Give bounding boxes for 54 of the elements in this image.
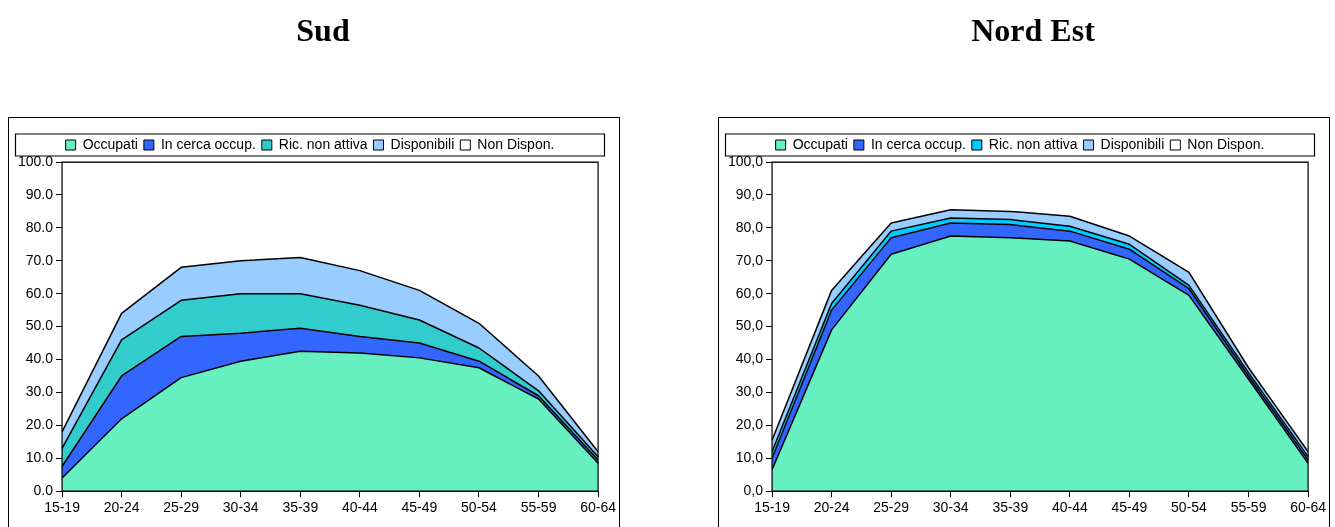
- x-tick-label: 50-54: [461, 499, 498, 516]
- y-tick-label: 100,0: [727, 152, 764, 169]
- x-tick-label: 20-24: [813, 499, 850, 516]
- chart-title: Nord Est: [970, 12, 1096, 49]
- y-tick-label: 40.0: [25, 350, 54, 367]
- x-tick-label: 35-39: [992, 499, 1029, 516]
- y-tick-label: 80.0: [25, 218, 54, 235]
- x-tick-label: 35-39: [282, 499, 319, 516]
- y-tick-label: 30,0: [735, 383, 764, 400]
- y-tick-label: 0,0: [743, 482, 764, 499]
- x-tick-label: 55-59: [1230, 499, 1267, 516]
- y-tick-label: 100.0: [17, 152, 54, 169]
- legend-label: Disponibili: [390, 135, 455, 152]
- y-tick-label: 20,0: [735, 416, 764, 433]
- y-tick-label: 10,0: [735, 449, 764, 466]
- y-tick-label: 50.0: [25, 317, 54, 334]
- x-tick-label: 50-54: [1171, 499, 1208, 516]
- y-tick-label: 30.0: [25, 383, 54, 400]
- x-tick-label: 55-59: [520, 499, 557, 516]
- x-tick-label: 25-29: [873, 499, 910, 516]
- y-tick-label: 0.0: [33, 482, 54, 499]
- x-tick-label: 40-44: [1051, 499, 1088, 516]
- x-tick-label: 60-64: [1290, 499, 1327, 516]
- y-tick-label: 80,0: [735, 218, 764, 235]
- x-tick-label: 15-19: [44, 499, 81, 516]
- x-tick-label: 45-49: [401, 499, 438, 516]
- y-tick-label: 70,0: [735, 251, 764, 268]
- y-tick-label: 90,0: [735, 185, 764, 202]
- y-tick-label: 90.0: [25, 185, 54, 202]
- y-tick-label: 50,0: [735, 317, 764, 334]
- y-tick-label: 40,0: [735, 350, 764, 367]
- legend-label: Ric. non attiva: [988, 135, 1078, 152]
- x-tick-label: 15-19: [754, 499, 791, 516]
- legend-label: In cerca occup.: [160, 135, 256, 152]
- legend-label: Non Dispon.: [1187, 135, 1265, 152]
- legend-label: Ric. non attiva: [278, 135, 368, 152]
- x-tick-label: 30-34: [222, 499, 259, 516]
- legend-label: Occupati: [792, 135, 848, 152]
- x-tick-label: 60-64: [580, 499, 617, 516]
- legend-label: Disponibili: [1100, 135, 1165, 152]
- y-tick-label: 70.0: [25, 251, 54, 268]
- x-tick-label: 30-34: [932, 499, 969, 516]
- x-tick-label: 25-29: [163, 499, 200, 516]
- y-tick-label: 10.0: [25, 449, 54, 466]
- legend-label: Non Dispon.: [477, 135, 555, 152]
- y-tick-label: 60.0: [25, 284, 54, 301]
- legend-label: In cerca occup.: [870, 135, 966, 152]
- y-tick-label: 60,0: [735, 284, 764, 301]
- x-tick-label: 40-44: [341, 499, 378, 516]
- x-tick-label: 45-49: [1111, 499, 1148, 516]
- x-tick-label: 20-24: [103, 499, 140, 516]
- chart-title: Sud: [295, 12, 351, 49]
- legend-label: Occupati: [82, 135, 138, 152]
- y-tick-label: 20.0: [25, 416, 54, 433]
